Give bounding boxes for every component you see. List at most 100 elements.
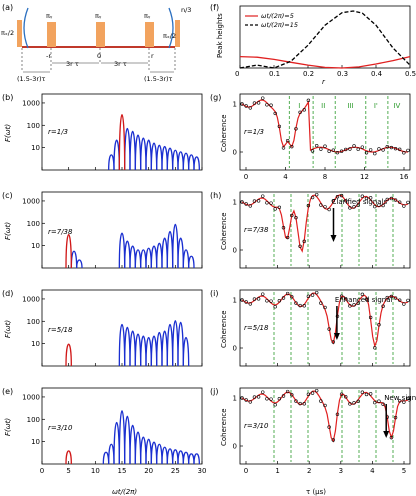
spectrum-lobe (113, 422, 120, 465)
panel-label-a: (a) (2, 3, 13, 12)
panel-label-b: (b) (2, 93, 13, 102)
coherence-xtick-label: 0 (244, 467, 248, 475)
coherence-data-point (277, 299, 282, 303)
spectrum-lobe (129, 425, 136, 465)
spectrum-lobe (140, 249, 147, 269)
coherence-data-point (402, 302, 406, 306)
spectrum-lobe (150, 441, 158, 465)
spectrum-lobe (129, 330, 136, 367)
coherence-xtick-label: 1 (275, 467, 279, 475)
coherence-xtick-label: 16 (400, 173, 409, 181)
coherence-data-point (294, 127, 298, 131)
legend-label-5: ωt/(2π)=5 (261, 12, 294, 20)
coherence-xtick-label: 4 (370, 467, 375, 475)
spectrum-lobe (129, 245, 136, 269)
coherence-data-point (373, 204, 377, 209)
coherence-region-label: III (348, 102, 354, 110)
coherence-ytick-label: 0 (233, 149, 237, 157)
coherence-r-label: r=3/10 (244, 422, 269, 430)
spectrum-lobe (161, 330, 168, 367)
spectrum-lobe (134, 333, 142, 367)
spectrum-ytick-label: 10 (31, 144, 40, 152)
panel-a-sequence: (a) πₓ/2 πₓ/2 πᵧ πᵧ πᵧ n/3 -r 0 r 3r τ 3… (1, 3, 191, 83)
coherence-r-label: r=5/18 (244, 324, 269, 332)
coherence-data-point (364, 297, 369, 301)
coherence-ytick-label: 1 (233, 101, 237, 109)
coherence-data-point (248, 106, 253, 110)
coherence-data-point (393, 296, 398, 300)
coherence-annotation: Enhanced signal (335, 296, 393, 304)
legend-label-15: ωt/(2π)=15 (261, 21, 298, 29)
coherence-data-point (352, 303, 356, 307)
coherence-data-point (348, 206, 352, 210)
spectrum-xtick-label: 30 (198, 467, 207, 475)
spectrum-r-label: r=3/10 (48, 424, 73, 432)
spectrum-lobe (177, 151, 184, 171)
spectrum-lobe (172, 320, 179, 367)
spectrum-lobe (177, 450, 184, 465)
spectrum-lobe (118, 324, 126, 367)
coherence-data-point (323, 144, 327, 148)
spectrum-ytick-label: 100 (27, 416, 40, 424)
coherence-ytick-label: 0 (233, 345, 237, 353)
coherence-data-point (348, 147, 352, 151)
coherence-data-point (265, 103, 269, 107)
label-piy-1: πᵧ (46, 12, 53, 20)
coherence-data-point (298, 303, 302, 308)
label-piy-3: πᵧ (144, 12, 151, 20)
spectrum-lobe (166, 448, 174, 465)
coherence-data-point (385, 144, 389, 149)
spectrum-lobe (134, 249, 142, 269)
coherence-data-point (373, 400, 377, 405)
coherence-data-point (323, 403, 327, 408)
coherence-xtick-label: 4 (283, 173, 288, 181)
coherence-data-point (269, 397, 273, 401)
coherence-data-point (290, 213, 294, 218)
coherence-xtick-label: 0 (244, 173, 248, 181)
coherence-data-point (368, 315, 373, 320)
coherence-data-point (393, 415, 398, 420)
coherence-data-point (393, 198, 398, 202)
coherence-data-point (256, 101, 261, 105)
spectrum-ytick-label: 10 (31, 340, 40, 348)
coherence-annotation: Clarified signals (332, 198, 388, 206)
coherence-data-point (352, 401, 356, 405)
coherence-region-label: IV (393, 102, 400, 110)
spectrum-lobe (113, 139, 120, 171)
coherence-data-point (323, 205, 327, 209)
panel-f-xlabel: r (322, 78, 326, 86)
panel-label-d: (d) (2, 289, 13, 298)
coherence-ytick-label: 0 (233, 247, 237, 255)
coherence-ytick-label: 0 (233, 443, 237, 451)
spectrum-ytick-label: 1000 (22, 99, 40, 107)
spectrum-lobe (145, 438, 152, 465)
left-column-spectra: (b)F(ωt)100010010r=1/3(c)F(ωt)100010010r… (2, 93, 206, 475)
coherence-data-point (331, 199, 335, 203)
panel-label-i: (i) (210, 289, 218, 298)
coherence-data-point (335, 195, 340, 199)
coherence-data-point (244, 300, 248, 304)
coherence-data-point (327, 425, 331, 429)
spectrum-ytick-label: 1000 (22, 295, 40, 303)
spectrum-lobe (172, 223, 179, 269)
coherence-data-point (319, 301, 323, 305)
coherence-data-point (319, 399, 323, 403)
coherence-data-point (381, 203, 385, 208)
coherence-data-point (315, 290, 319, 295)
coherence-data-point (344, 395, 348, 399)
coherence-ylabel: Coherence (220, 212, 228, 250)
label-piy-2: πᵧ (95, 12, 102, 20)
coherence-data-point (344, 147, 348, 152)
spectrum-lobe (161, 237, 168, 269)
spectrum-lobe (156, 331, 163, 367)
coherence-data-point (339, 193, 344, 198)
coherence-data-point (298, 244, 302, 248)
coherence-data-point (356, 147, 360, 151)
spectrum-lobe (118, 232, 126, 269)
f-xtick-label: 0 (235, 70, 239, 78)
spectrum-lobe (150, 335, 158, 367)
spectrum-lobe (161, 146, 168, 171)
coherence-data-point (294, 301, 298, 305)
coherence-r-label: r=7/38 (244, 226, 269, 234)
